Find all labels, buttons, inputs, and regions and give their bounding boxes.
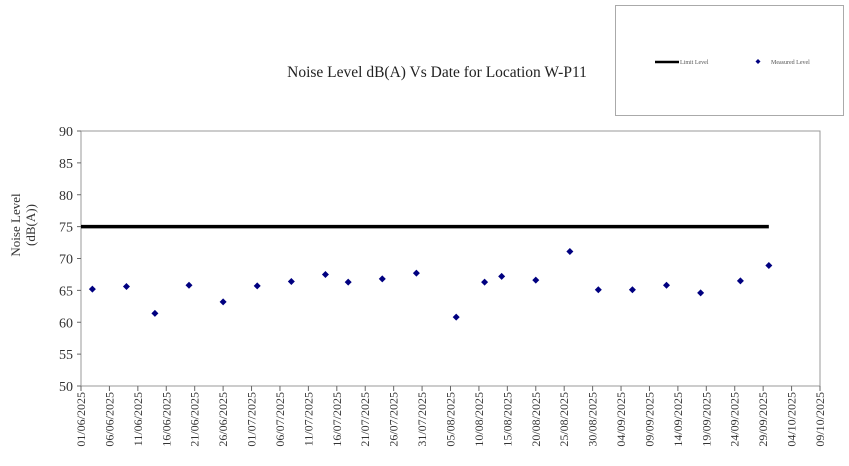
measured-point — [663, 281, 671, 289]
x-tick-label: 26/06/2025 — [216, 392, 230, 447]
y-axis-label-line: (dB(A)) — [23, 204, 38, 246]
legend — [615, 5, 844, 116]
x-tick-label: 15/08/2025 — [500, 392, 514, 447]
measured-point — [287, 277, 295, 285]
x-tick-label: 30/08/2025 — [586, 392, 600, 447]
y-tick-label: 70 — [59, 253, 73, 268]
x-tick-label: 21/06/2025 — [188, 392, 202, 447]
x-tick-label: 05/08/2025 — [444, 392, 458, 447]
x-tick-label: 25/08/2025 — [557, 392, 571, 447]
measured-point — [88, 285, 96, 293]
y-tick-label: 90 — [59, 125, 73, 140]
measured-point — [321, 270, 329, 278]
measured-point — [253, 282, 261, 290]
x-tick-label: 31/07/2025 — [415, 392, 429, 447]
x-tick-label: 11/07/2025 — [301, 392, 315, 446]
measured-point — [532, 276, 540, 284]
y-tick-label: 85 — [59, 157, 73, 172]
measured-point — [628, 286, 636, 294]
x-tick-label: 09/10/2025 — [813, 392, 827, 447]
x-tick-label: 14/09/2025 — [671, 392, 685, 447]
measured-point — [378, 275, 386, 283]
x-tick-label: 04/09/2025 — [614, 392, 628, 447]
measured-point — [412, 269, 420, 277]
measured-point — [736, 277, 744, 285]
measured-point — [219, 298, 227, 306]
measured-point — [344, 278, 352, 286]
x-tick-label: 20/08/2025 — [529, 392, 543, 447]
legend-measured-swatch — [755, 59, 761, 64]
x-tick-label: 16/07/2025 — [330, 392, 344, 447]
x-tick-label: 24/09/2025 — [728, 392, 742, 447]
measured-point — [697, 289, 705, 297]
measured-point — [498, 272, 506, 280]
measured-point — [452, 313, 460, 321]
measured-point — [765, 262, 773, 270]
legend-measured-label: Measured Level — [771, 60, 810, 66]
y-tick-label: 55 — [59, 348, 73, 363]
x-tick-label: 11/06/2025 — [131, 392, 145, 446]
x-tick-label: 26/07/2025 — [387, 392, 401, 447]
measured-point — [151, 309, 159, 317]
legend-limit-label: Limit Level — [680, 60, 709, 66]
measured-point — [481, 278, 489, 286]
x-tick-label: 04/10/2025 — [785, 392, 799, 447]
y-axis-label: Noise Level(dB(A)) — [8, 193, 38, 257]
x-tick-label: 01/06/2025 — [74, 392, 88, 447]
x-tick-label: 21/07/2025 — [358, 392, 372, 447]
x-tick-label: 06/07/2025 — [273, 392, 287, 447]
x-tick-label: 09/09/2025 — [642, 392, 656, 447]
y-tick-label: 60 — [59, 316, 73, 331]
y-tick-label: 80 — [59, 189, 73, 204]
x-tick-label: 01/07/2025 — [245, 392, 259, 447]
y-axis-label-line: Noise Level — [8, 193, 23, 257]
x-tick-label: 19/09/2025 — [699, 392, 713, 447]
plot-area — [80, 130, 821, 387]
x-tick-label: 16/06/2025 — [159, 392, 173, 447]
measured-point — [122, 283, 130, 291]
y-tick-label: 75 — [59, 221, 73, 236]
measured-point — [185, 281, 193, 289]
measured-point — [566, 247, 574, 255]
measured-point — [594, 286, 602, 294]
x-tick-label: 10/08/2025 — [472, 392, 486, 447]
y-tick-label: 50 — [59, 380, 73, 395]
chart-title: Noise Level dB(A) Vs Date for Location W… — [287, 64, 587, 81]
y-tick-label: 65 — [59, 284, 73, 299]
x-tick-label: 29/09/2025 — [756, 392, 770, 447]
x-tick-label: 06/06/2025 — [102, 392, 116, 447]
